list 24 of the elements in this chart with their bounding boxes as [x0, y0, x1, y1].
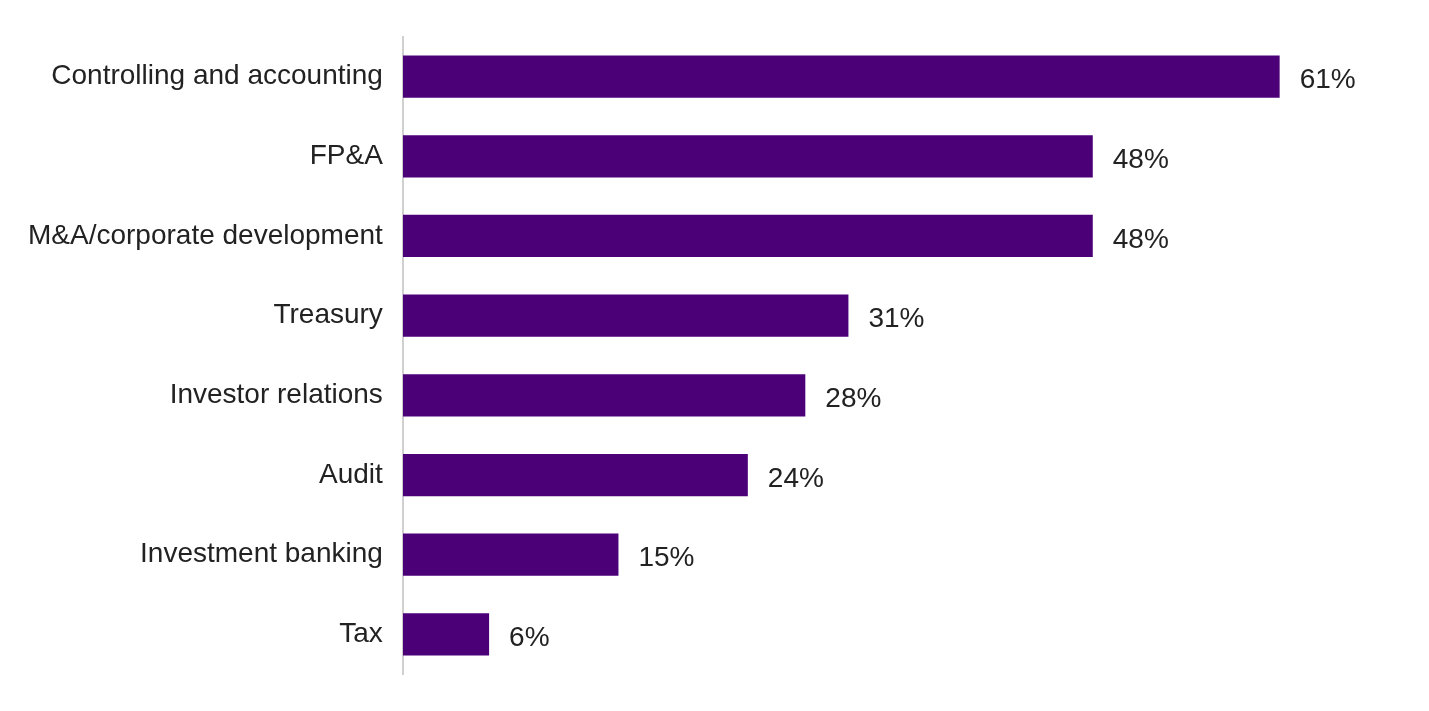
bar [402, 453, 748, 497]
bar [402, 214, 1093, 258]
data-label: 31% [868, 302, 925, 334]
y-tick-label: Controlling and accounting [51, 59, 383, 91]
y-tick-label: Treasury [273, 298, 383, 330]
data-label: 48% [1112, 222, 1169, 254]
bar [402, 613, 490, 656]
data-label: 28% [825, 382, 882, 414]
y-tick-label: Investor relations [169, 378, 383, 410]
y-tick-label: Investment banking [140, 537, 383, 569]
data-label: 6% [509, 621, 550, 653]
bar [402, 533, 619, 576]
y-tick-label: M&A/corporate development [27, 218, 384, 250]
y-tick-label: Audit [319, 457, 384, 489]
data-label: 61% [1299, 63, 1356, 95]
y-tick-label: Tax [339, 617, 383, 649]
bar [402, 374, 806, 417]
y-tick-label: FP&A [309, 139, 384, 171]
data-label: 15% [638, 541, 695, 573]
bar [402, 55, 1280, 98]
bar [402, 135, 1093, 178]
data-label: 48% [1112, 143, 1169, 175]
bar [402, 294, 849, 337]
data-label: 24% [767, 461, 824, 493]
